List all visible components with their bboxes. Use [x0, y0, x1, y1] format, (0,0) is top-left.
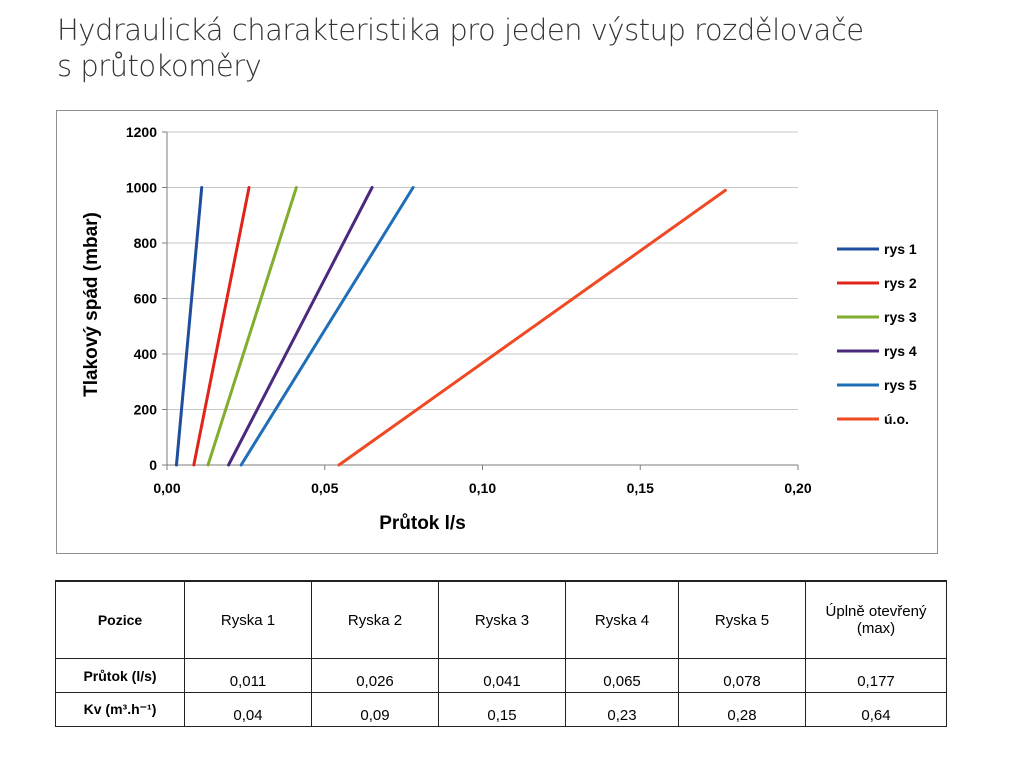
legend-label: rys 3 [884, 309, 917, 325]
series-line [239, 186, 415, 467]
table-cell: 0,15 [438, 692, 566, 727]
y-tick-label: 400 [134, 346, 158, 362]
table-header-cell: Ryska 1 [184, 580, 312, 659]
legend-label: rys 1 [884, 241, 917, 257]
y-tick-label: 600 [134, 291, 158, 307]
series-line [227, 186, 374, 467]
legend-label: rys 2 [884, 275, 917, 291]
table-cell: 0,04 [184, 692, 312, 727]
table-header-position: Pozice [55, 580, 185, 659]
table-header-cell: Úplně otevřený (max) [805, 580, 947, 659]
legend-label: ú.o. [884, 411, 909, 427]
y-axis-title: Tlakový spád (mbar) [81, 212, 102, 397]
series-line [192, 186, 251, 467]
y-tick-label: 200 [134, 402, 158, 418]
series-line [174, 186, 204, 467]
table-cell: 0,041 [438, 658, 566, 693]
table-cell: 0,011 [184, 658, 312, 693]
x-tick-label: 0,20 [784, 480, 811, 496]
table-header-cell: Ryska 5 [678, 580, 806, 659]
chart-frame: 0 200 400 600 800 1000 1200 0,00 0,05 0,10 0,15 0,2… [56, 110, 938, 554]
x-tick-label: 0,00 [153, 480, 180, 496]
y-tick-label: 1000 [126, 180, 157, 196]
data-table: Pozice Ryska 1 Ryska 2 Ryska 3 Ryska 4 R… [55, 580, 947, 727]
table-cell: 0,026 [311, 658, 439, 693]
y-tick-label: 0 [149, 457, 157, 473]
page-title: Hydraulická charakteristika pro jeden vý… [57, 12, 864, 84]
table-header-cell: Ryska 4 [565, 580, 679, 659]
table-cell: 0,09 [311, 692, 439, 727]
x-axis-title: Průtok l/s [379, 513, 466, 534]
page-title-line-2: s průtokoměry [57, 49, 262, 83]
table-row-label: Kv (m³.h⁻¹) [55, 692, 185, 727]
table-header-cell: Ryska 3 [438, 580, 566, 659]
hydraulic-chart: 0 200 400 600 800 1000 1200 0,00 0,05 0,10 0,15 0,2… [81, 124, 917, 534]
x-tick-label: 0,05 [311, 480, 338, 496]
y-tick-label: 1200 [126, 124, 157, 140]
legend-label: rys 4 [884, 343, 917, 359]
table-cell: 0,065 [565, 658, 679, 693]
table-cell: 0,28 [678, 692, 806, 727]
table-cell: 0,64 [805, 692, 947, 727]
table-cell: 0,23 [565, 692, 679, 727]
x-tick-label: 0,10 [469, 480, 496, 496]
table-header-cell: Ryska 2 [311, 580, 439, 659]
table-row: Průtok (l/s) 0,011 0,026 0,041 0,065 0,0… [55, 658, 947, 693]
table-cell: 0,078 [678, 658, 806, 693]
table-row-label: Průtok (l/s) [55, 658, 185, 693]
series-line [206, 186, 298, 467]
page-title-line-1: Hydraulická charakteristika pro jeden vý… [57, 13, 864, 47]
table-header-row: Pozice Ryska 1 Ryska 2 Ryska 3 Ryska 4 R… [55, 580, 947, 659]
x-tick-label: 0,15 [627, 480, 654, 496]
series-line [337, 188, 727, 467]
legend-label: rys 5 [884, 377, 917, 393]
table-row: Kv (m³.h⁻¹) 0,04 0,09 0,15 0,23 0,28 0,6… [55, 692, 947, 727]
table-cell: 0,177 [805, 658, 947, 693]
y-tick-label: 800 [134, 235, 158, 251]
